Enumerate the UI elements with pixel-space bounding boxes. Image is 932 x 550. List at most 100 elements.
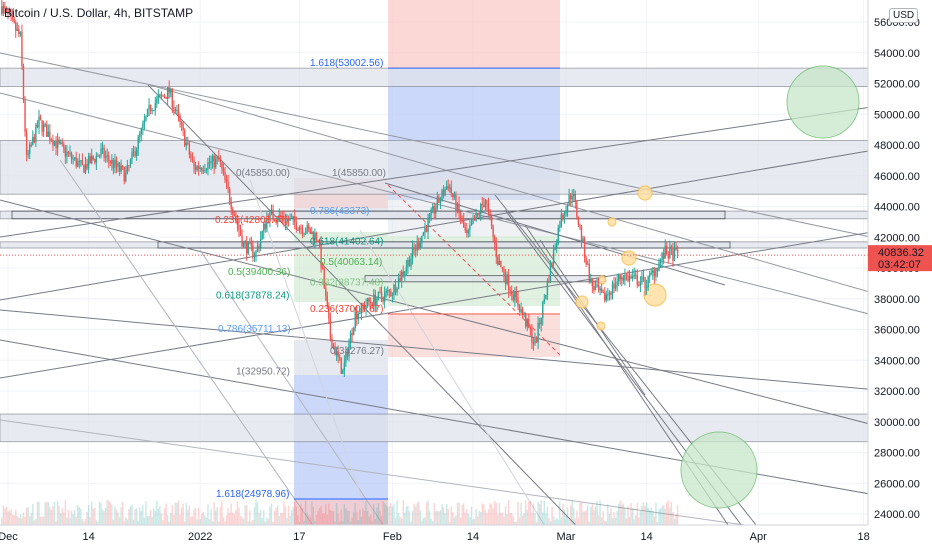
- volume-bar: [483, 504, 485, 525]
- candle-body: [399, 278, 401, 281]
- volume-bar: [433, 502, 435, 525]
- candle-body: [445, 186, 448, 190]
- volume-bar: [190, 516, 192, 525]
- fib-label: 1(32950.72): [236, 366, 290, 377]
- volume-bar: [411, 510, 414, 525]
- yellow-marker: [596, 321, 606, 331]
- volume-bar: [445, 503, 448, 525]
- volume-bar: [185, 503, 187, 525]
- volume-bar: [343, 503, 346, 525]
- y-tick-label: 24000.00: [874, 509, 920, 521]
- y-tick-label: 44000.00: [874, 202, 920, 214]
- volume-bar: [456, 502, 459, 525]
- candle-body: [100, 148, 102, 156]
- volume-bar: [4, 508, 6, 525]
- candle-body: [604, 292, 606, 301]
- fib-label: 0.618(37878.24): [216, 291, 289, 302]
- volume-bar: [120, 506, 122, 525]
- volume-bar: [495, 502, 497, 525]
- candle-body: [537, 322, 539, 343]
- volume-bar: [556, 518, 558, 525]
- candle-body: [170, 89, 172, 93]
- volume-bar: [202, 511, 204, 525]
- volume-bar: [13, 515, 15, 525]
- volume-bar: [132, 519, 135, 525]
- volume-bar: [625, 518, 628, 525]
- candle-body: [613, 283, 615, 289]
- candle-body: [566, 205, 569, 213]
- candle-body: [10, 13, 12, 17]
- volume-bar: [63, 512, 65, 525]
- currency-badge[interactable]: USD: [889, 8, 919, 23]
- volume-bar: [436, 511, 439, 525]
- candle-body: [503, 269, 505, 277]
- volume-bar: [599, 500, 601, 525]
- volume-bar: [428, 510, 431, 525]
- candle-body: [498, 261, 501, 265]
- volume-bar: [356, 512, 358, 525]
- volume-bar: [247, 521, 249, 525]
- volume-bar: [126, 519, 129, 525]
- volume-bar: [210, 509, 212, 525]
- volume-bar: [357, 519, 359, 525]
- candle-body: [253, 254, 256, 257]
- candle-body: [525, 313, 527, 327]
- volume-bar: [139, 507, 141, 525]
- candle-body: [228, 188, 231, 202]
- candle-body: [73, 157, 76, 159]
- volume-bar: [267, 519, 270, 525]
- volume-bar: [467, 513, 470, 525]
- volume-bar: [523, 513, 525, 525]
- volume-bar: [159, 506, 161, 525]
- candle-body: [552, 249, 555, 264]
- candle-body: [433, 206, 435, 214]
- candle-body: [370, 302, 372, 304]
- candle-body: [627, 275, 629, 282]
- candle-body: [656, 268, 659, 271]
- volume-bar: [222, 517, 225, 525]
- x-tick-label: 18: [857, 531, 869, 543]
- volume-bar: [515, 521, 518, 525]
- volume-bar: [249, 510, 251, 525]
- time-axis[interactable]: Dec14202217Feb14Mar14Apr18May: [0, 524, 932, 550]
- volume-bar: [33, 520, 36, 525]
- volume-bar: [72, 514, 74, 525]
- volume-bar: [345, 508, 347, 525]
- volume-bar: [140, 510, 142, 525]
- volume-bar: [266, 517, 268, 525]
- volume-bar: [563, 509, 566, 525]
- candle-body: [635, 274, 637, 276]
- candle-body: [588, 263, 590, 282]
- candle-body: [425, 228, 428, 232]
- candle-body: [514, 291, 516, 301]
- volume-bar: [507, 500, 510, 525]
- candle-body: [540, 318, 542, 325]
- volume-bar: [312, 506, 315, 525]
- candle-body: [580, 226, 583, 242]
- volume-bar: [103, 511, 105, 525]
- trendline: [249, 179, 381, 550]
- volume-bar: [284, 506, 287, 525]
- volume-bar: [604, 521, 606, 525]
- candle-body: [176, 110, 178, 112]
- volume-bar: [413, 503, 415, 525]
- volume-bar: [163, 507, 166, 525]
- volume-bar: [148, 515, 150, 525]
- volume-bar: [504, 506, 507, 525]
- candle-body: [531, 329, 533, 343]
- candle-body: [560, 214, 563, 227]
- volume-bar: [365, 500, 367, 525]
- volume-bar: [77, 504, 79, 525]
- candle-body: [556, 243, 558, 249]
- volume-bar: [64, 500, 67, 525]
- volume-bar: [70, 510, 73, 525]
- price-axis[interactable]: 24000.00 26000.00 28000.00 30000.00 32000.00…: [867, 0, 932, 550]
- volume-bar: [278, 515, 280, 525]
- volume-bar: [78, 507, 80, 525]
- candle-body: [8, 13, 11, 15]
- candle-body: [83, 164, 85, 173]
- candle-body: [134, 151, 136, 157]
- candle-body: [314, 232, 316, 241]
- volume-bar: [631, 508, 634, 525]
